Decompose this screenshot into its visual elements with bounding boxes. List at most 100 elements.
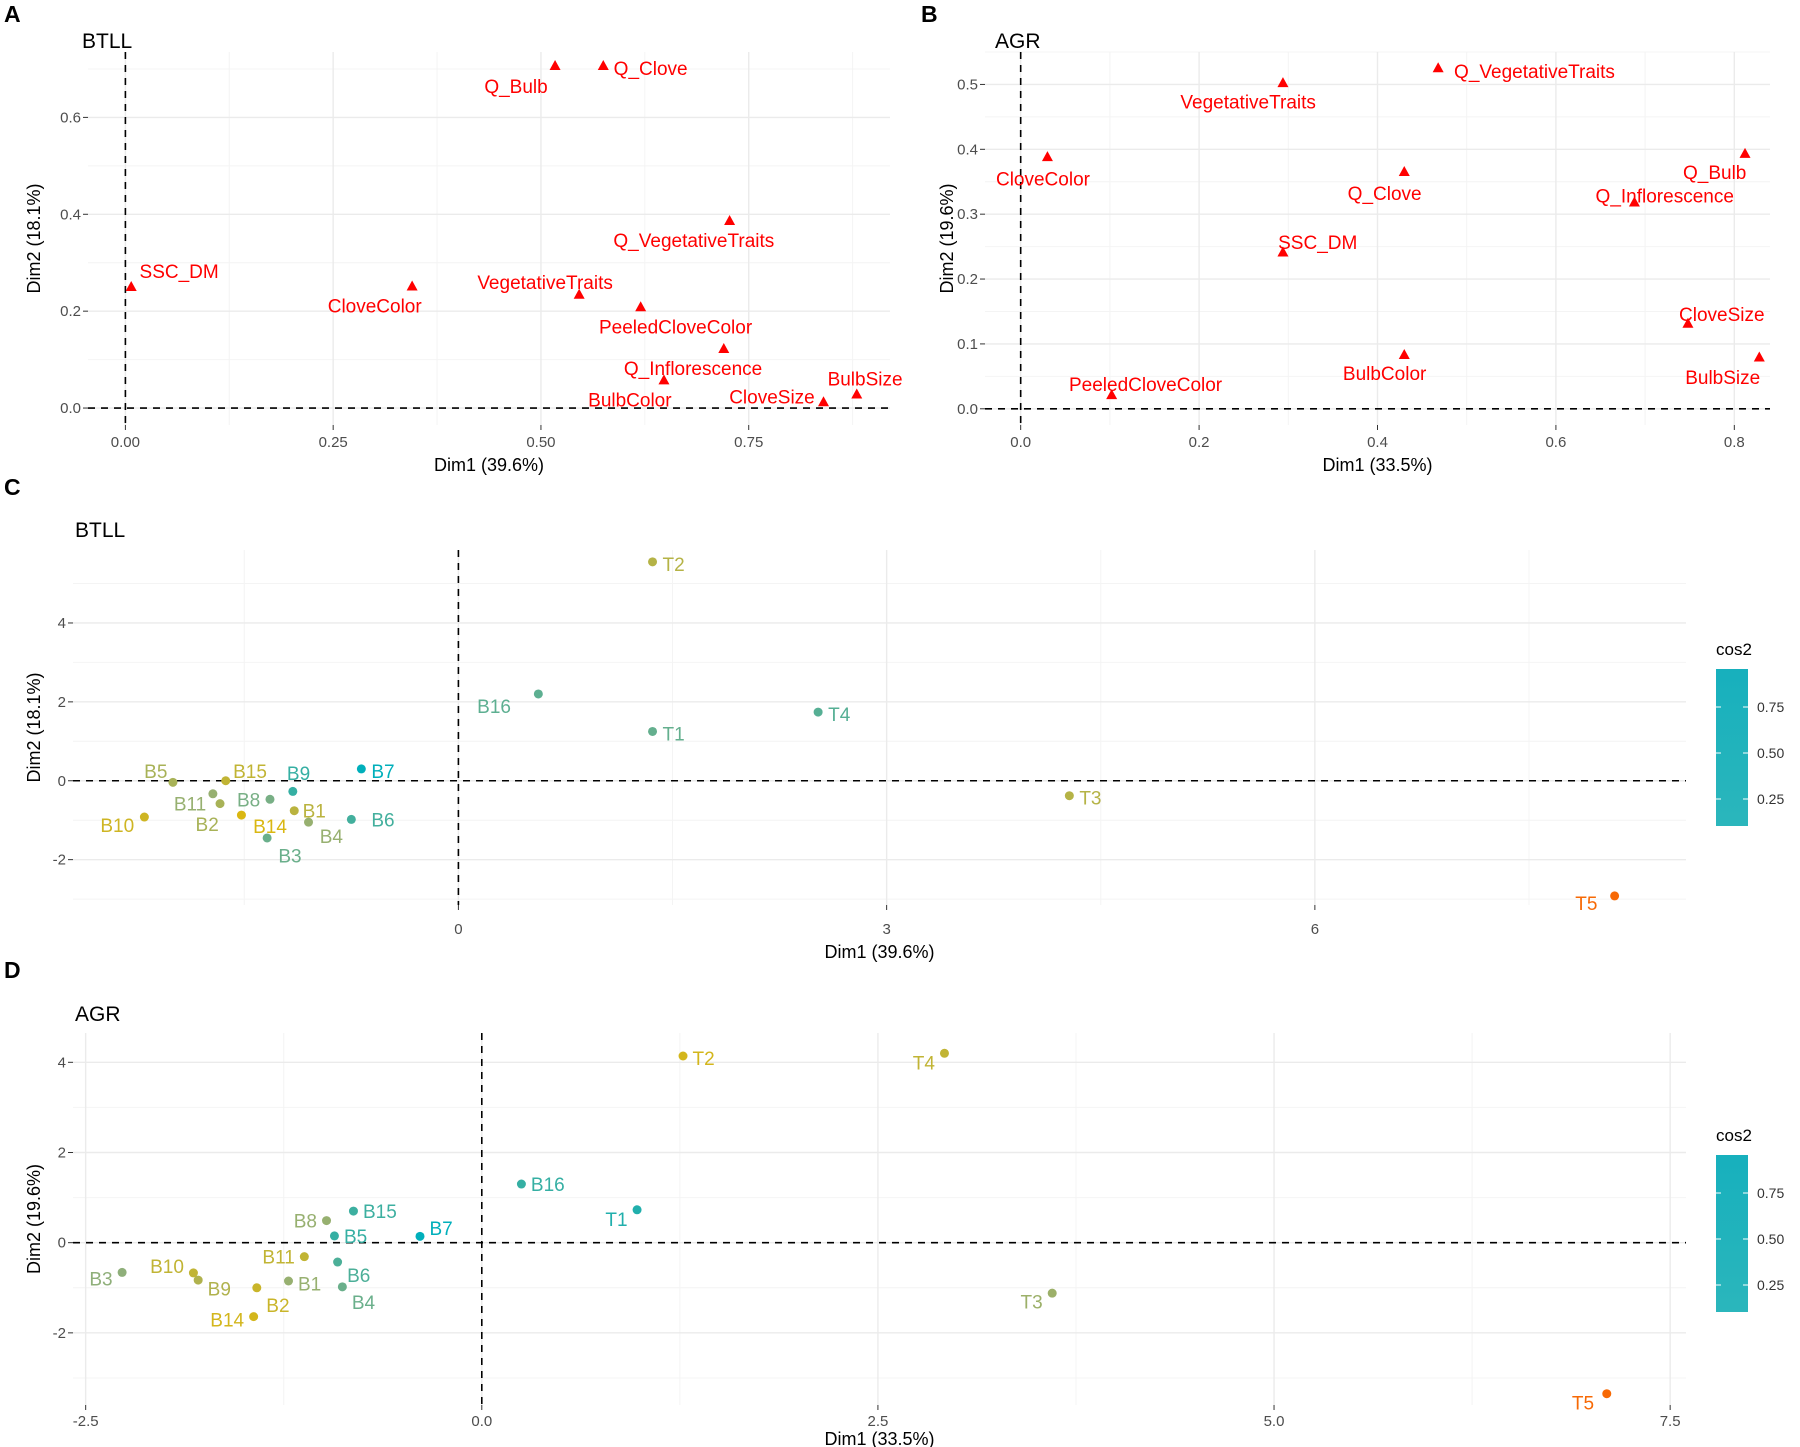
y-tick-label: 0 [58, 773, 66, 790]
point-label-PeeledCloveColor: PeeledCloveColor [1069, 375, 1223, 396]
panel-label-b: B [921, 1, 938, 27]
y-tick-label: 4 [58, 1054, 66, 1071]
legend-colorbar [1716, 669, 1748, 826]
point-T4 [939, 1048, 949, 1058]
point-label-B1: B1 [298, 1274, 321, 1295]
x-tick-label: -2.5 [73, 1413, 99, 1430]
point-label-T5: T5 [1575, 894, 1597, 915]
point-label-B1: B1 [303, 802, 326, 823]
legend-tick-label: 0.25 [1757, 1277, 1784, 1293]
point-B7 [415, 1231, 425, 1241]
point-label-Q_Inflorescence: Q_Inflorescence [1596, 186, 1734, 207]
point-label-VegetativeTraits: VegetativeTraits [1180, 92, 1316, 113]
point-label-B5: B5 [144, 762, 167, 783]
point-label-B15: B15 [233, 762, 267, 783]
point-label-T2: T2 [693, 1049, 715, 1070]
y-tick-label: 2 [58, 694, 66, 711]
point-T3 [1047, 1288, 1057, 1298]
point-B7 [356, 764, 366, 774]
x-tick-label: 0.0 [471, 1413, 492, 1430]
y-tick-label: 0.4 [957, 141, 978, 158]
x-tick-label: 0.4 [1367, 434, 1388, 451]
point-CloveSize [818, 396, 830, 407]
x-tick-label: 0.50 [526, 434, 555, 451]
point-label-T1: T1 [663, 724, 685, 745]
x-tick-label: 5.0 [1264, 1413, 1285, 1430]
point-T1 [648, 726, 658, 736]
y-tick-label: 0.3 [957, 206, 978, 223]
legend-tick-label: 0.75 [1757, 699, 1784, 715]
legend-tick-label: 0.75 [1757, 1185, 1784, 1201]
point-label-B7: B7 [371, 762, 394, 783]
point-B16 [516, 1179, 526, 1189]
point-SSC_DM [1277, 246, 1289, 257]
point-T1 [632, 1205, 642, 1215]
chart-title: BTLL [75, 519, 125, 542]
point-B2 [252, 1283, 262, 1293]
y-tick-label: 0.2 [957, 271, 978, 288]
x-tick-label: 0 [454, 921, 462, 938]
point-B4 [337, 1282, 347, 1292]
point-label-Q_Clove: Q_Clove [614, 59, 688, 80]
point-Q_Inflorescence [1628, 196, 1640, 207]
legend-colorbar [1716, 1155, 1748, 1312]
legend-tick-label: 0.25 [1757, 791, 1784, 807]
point-B3 [117, 1267, 127, 1277]
point-B10 [139, 812, 149, 822]
point-B16 [533, 689, 543, 699]
y-tick-label: 0.2 [60, 303, 81, 320]
point-B3 [262, 833, 272, 843]
x-tick-label: 2.5 [867, 1413, 888, 1430]
y-tick-label: -2 [53, 852, 66, 869]
point-label-B9: B9 [287, 764, 310, 785]
point-label-T3: T3 [1079, 789, 1101, 810]
point-label-B2: B2 [196, 815, 219, 836]
y-tick-label: 0.5 [957, 76, 978, 93]
point-B1 [283, 1276, 293, 1286]
chart-panel-a: 0.00 0.25 0.50 0.75 0.0 0.2 0.4 0.6 BTLL Dim1 (39… [24, 30, 903, 475]
x-tick-label: 0.8 [1724, 434, 1745, 451]
point-label-BulbSize: BulbSize [1685, 368, 1760, 389]
point-B2 [215, 799, 225, 809]
point-label-SSC_DM: SSC_DM [140, 262, 219, 283]
point-label-CloveColor: CloveColor [328, 296, 423, 317]
point-B5 [329, 1231, 339, 1241]
point-PeeledCloveColor [635, 301, 647, 312]
x-tick-label: 0.6 [1545, 434, 1566, 451]
point-label-B14: B14 [253, 817, 287, 838]
y-axis-title: Dim2 (18.1%) [24, 183, 44, 293]
point-label-Q_VegetativeTraits: Q_VegetativeTraits [613, 231, 774, 252]
y-tick-label: 0.4 [60, 206, 81, 223]
point-label-B8: B8 [237, 790, 260, 811]
point-B5 [168, 777, 178, 787]
point-label-PeeledCloveColor: PeeledCloveColor [599, 318, 753, 339]
point-PeeledCloveColor [1106, 389, 1118, 400]
y-tick-label: 0.1 [957, 336, 978, 353]
point-label-T5: T5 [1572, 1394, 1594, 1415]
point-B1 [289, 806, 299, 816]
point-CloveColor [406, 280, 418, 291]
point-label-VegetativeTraits: VegetativeTraits [477, 273, 613, 294]
point-label-Q_Bulb: Q_Bulb [1683, 163, 1746, 184]
point-VegetativeTraits [573, 288, 585, 299]
x-axis-title: Dim1 (33.5%) [824, 1429, 934, 1447]
point-label-CloveColor: CloveColor [996, 169, 1091, 190]
x-tick-label: 0.25 [319, 434, 348, 451]
point-T5 [1602, 1389, 1612, 1399]
chart-title: BTLL [82, 30, 132, 53]
point-label-T3: T3 [1021, 1292, 1043, 1313]
point-label-B4: B4 [352, 1293, 376, 1314]
legend-tick-label: 0.50 [1757, 745, 1784, 761]
x-axis-title: Dim1 (33.5%) [1322, 455, 1432, 475]
point-B10 [188, 1268, 198, 1278]
point-label-B16: B16 [477, 697, 511, 718]
point-label-B15: B15 [363, 1202, 397, 1223]
x-tick-label: 0.75 [734, 434, 763, 451]
point-BulbColor [1398, 348, 1410, 359]
point-B9 [288, 786, 298, 796]
x-tick-label: 7.5 [1660, 1413, 1681, 1430]
point-label-B7: B7 [430, 1219, 453, 1240]
point-label-B3: B3 [89, 1270, 112, 1291]
point-T2 [678, 1051, 688, 1061]
